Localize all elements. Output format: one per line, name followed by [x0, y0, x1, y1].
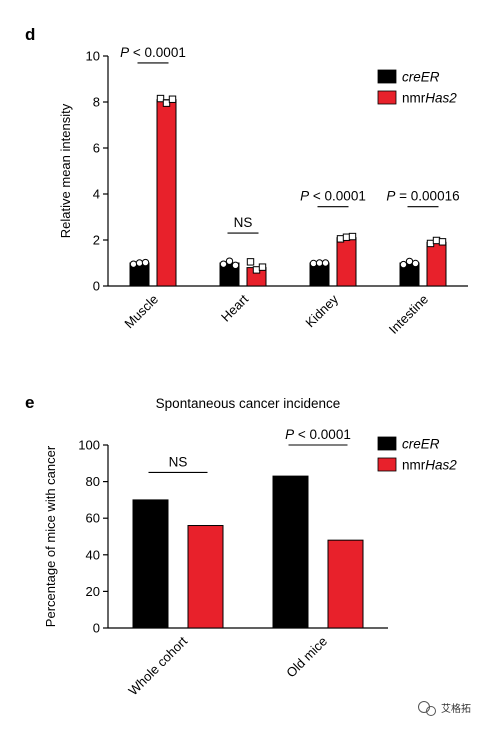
data-point [342, 233, 351, 241]
y-tick-label: 80 [86, 474, 100, 489]
data-point [219, 260, 228, 268]
bar-creER-whole-cohort [132, 499, 169, 629]
y-tick-label: 100 [78, 438, 100, 453]
y-tick-label: 4 [93, 187, 100, 202]
y-tick-label: 6 [93, 141, 100, 156]
chart-title: Spontaneous cancer incidence [156, 396, 341, 411]
data-point [348, 232, 357, 241]
legend-label-part: cre [402, 437, 421, 452]
legend-label-part: cre [402, 70, 421, 85]
panel-letter-e: e [25, 393, 34, 412]
data-point [141, 258, 150, 267]
data-point [225, 257, 234, 265]
legend-label-part: Has2 [425, 91, 457, 106]
data-point [309, 259, 318, 268]
bar-nmrHas2-old-mice [327, 539, 364, 629]
x-tick-label: Whole cohort [125, 633, 190, 698]
data-point [336, 235, 345, 243]
data-point [156, 94, 165, 103]
chart-e: Spontaneous cancer incidence 0 20 40 60 80 100… [43, 396, 457, 698]
x-tick-label: Intestine [386, 292, 431, 337]
data-point [426, 239, 435, 248]
significance-label-part: < 0.0001 [294, 427, 351, 442]
data-point [438, 238, 447, 246]
watermark: 艾格拓 [418, 701, 471, 716]
legend-label-part: ER [421, 437, 440, 452]
data-point [321, 259, 330, 267]
data-point [129, 260, 138, 268]
data-point [168, 95, 177, 103]
legend-label: creER [402, 437, 440, 452]
legend-swatch [377, 69, 397, 84]
x-tick-label: Heart [218, 291, 251, 324]
significance-label: P = 0.00016 [386, 189, 459, 204]
bar-nmrHas2-muscle [156, 99, 177, 287]
y-tick-label: 10 [86, 49, 100, 64]
significance-label: P < 0.0001 [300, 189, 366, 204]
legend-swatch [377, 90, 397, 105]
x-tick-label: Kidney [302, 291, 341, 330]
legend-label: nmrHas2 [402, 91, 457, 106]
data-point [315, 259, 324, 267]
significance-label: P < 0.0001 [285, 427, 351, 442]
legend-label-part: nmr [402, 91, 426, 106]
significance-label-part: NS [234, 215, 253, 230]
significance-label-part: P [120, 45, 129, 60]
bar-nmrHas2-whole-cohort [187, 525, 224, 629]
legend-swatch [377, 436, 397, 451]
data-point [246, 258, 255, 266]
data-point [135, 259, 144, 267]
legend-swatch [377, 457, 397, 472]
significance-label: NS [169, 454, 188, 469]
significance-label-part: P [300, 189, 309, 204]
legend-label-part: Has2 [425, 458, 457, 473]
significance-label-part: < 0.0001 [129, 45, 186, 60]
data-point [162, 99, 171, 107]
y-tick-label: 60 [86, 511, 100, 526]
bar-creER-old-mice [272, 475, 309, 629]
x-tick-label: Old mice [283, 634, 330, 681]
significance-label-part: P [285, 427, 294, 442]
data-point [258, 263, 267, 271]
significance-label-part: = 0.00016 [395, 189, 459, 204]
y-tick-label: 8 [93, 95, 100, 110]
data-point [411, 259, 420, 268]
y-tick-label: 0 [93, 621, 100, 636]
legend-label: creER [402, 70, 440, 85]
y-axis-title: Percentage of mice with cancer [43, 445, 58, 627]
legend-label: nmrHas2 [402, 458, 457, 473]
significance-label-part: P [386, 189, 395, 204]
chart-d: 0 2 4 6 8 10 Relative mean intensity Muscle Hear… [58, 45, 468, 337]
y-tick-label: 40 [86, 547, 100, 562]
bar-nmrHas2-intestine [426, 241, 447, 287]
data-point [405, 257, 414, 266]
y-tick-label: 0 [93, 279, 100, 294]
y-axis-title: Relative mean intensity [58, 103, 73, 238]
legend-label-part: ER [421, 70, 440, 85]
significance-label: NS [234, 215, 253, 230]
wechat-icon [418, 701, 436, 716]
watermark-text: 艾格拓 [441, 702, 471, 715]
significance-label-part: NS [169, 454, 188, 469]
significance-label: P < 0.0001 [120, 45, 186, 60]
panel-letter-d: d [25, 25, 35, 44]
data-point [399, 260, 408, 269]
data-point [231, 261, 240, 269]
significance-label-part: < 0.0001 [309, 189, 366, 204]
y-tick-label: 20 [86, 584, 100, 599]
legend-label-part: nmr [402, 458, 426, 473]
data-point [432, 236, 441, 245]
y-tick-label: 2 [93, 233, 100, 248]
bar-nmrHas2-kidney [336, 237, 357, 287]
x-tick-label: Muscle [121, 292, 161, 332]
data-point [252, 266, 261, 274]
